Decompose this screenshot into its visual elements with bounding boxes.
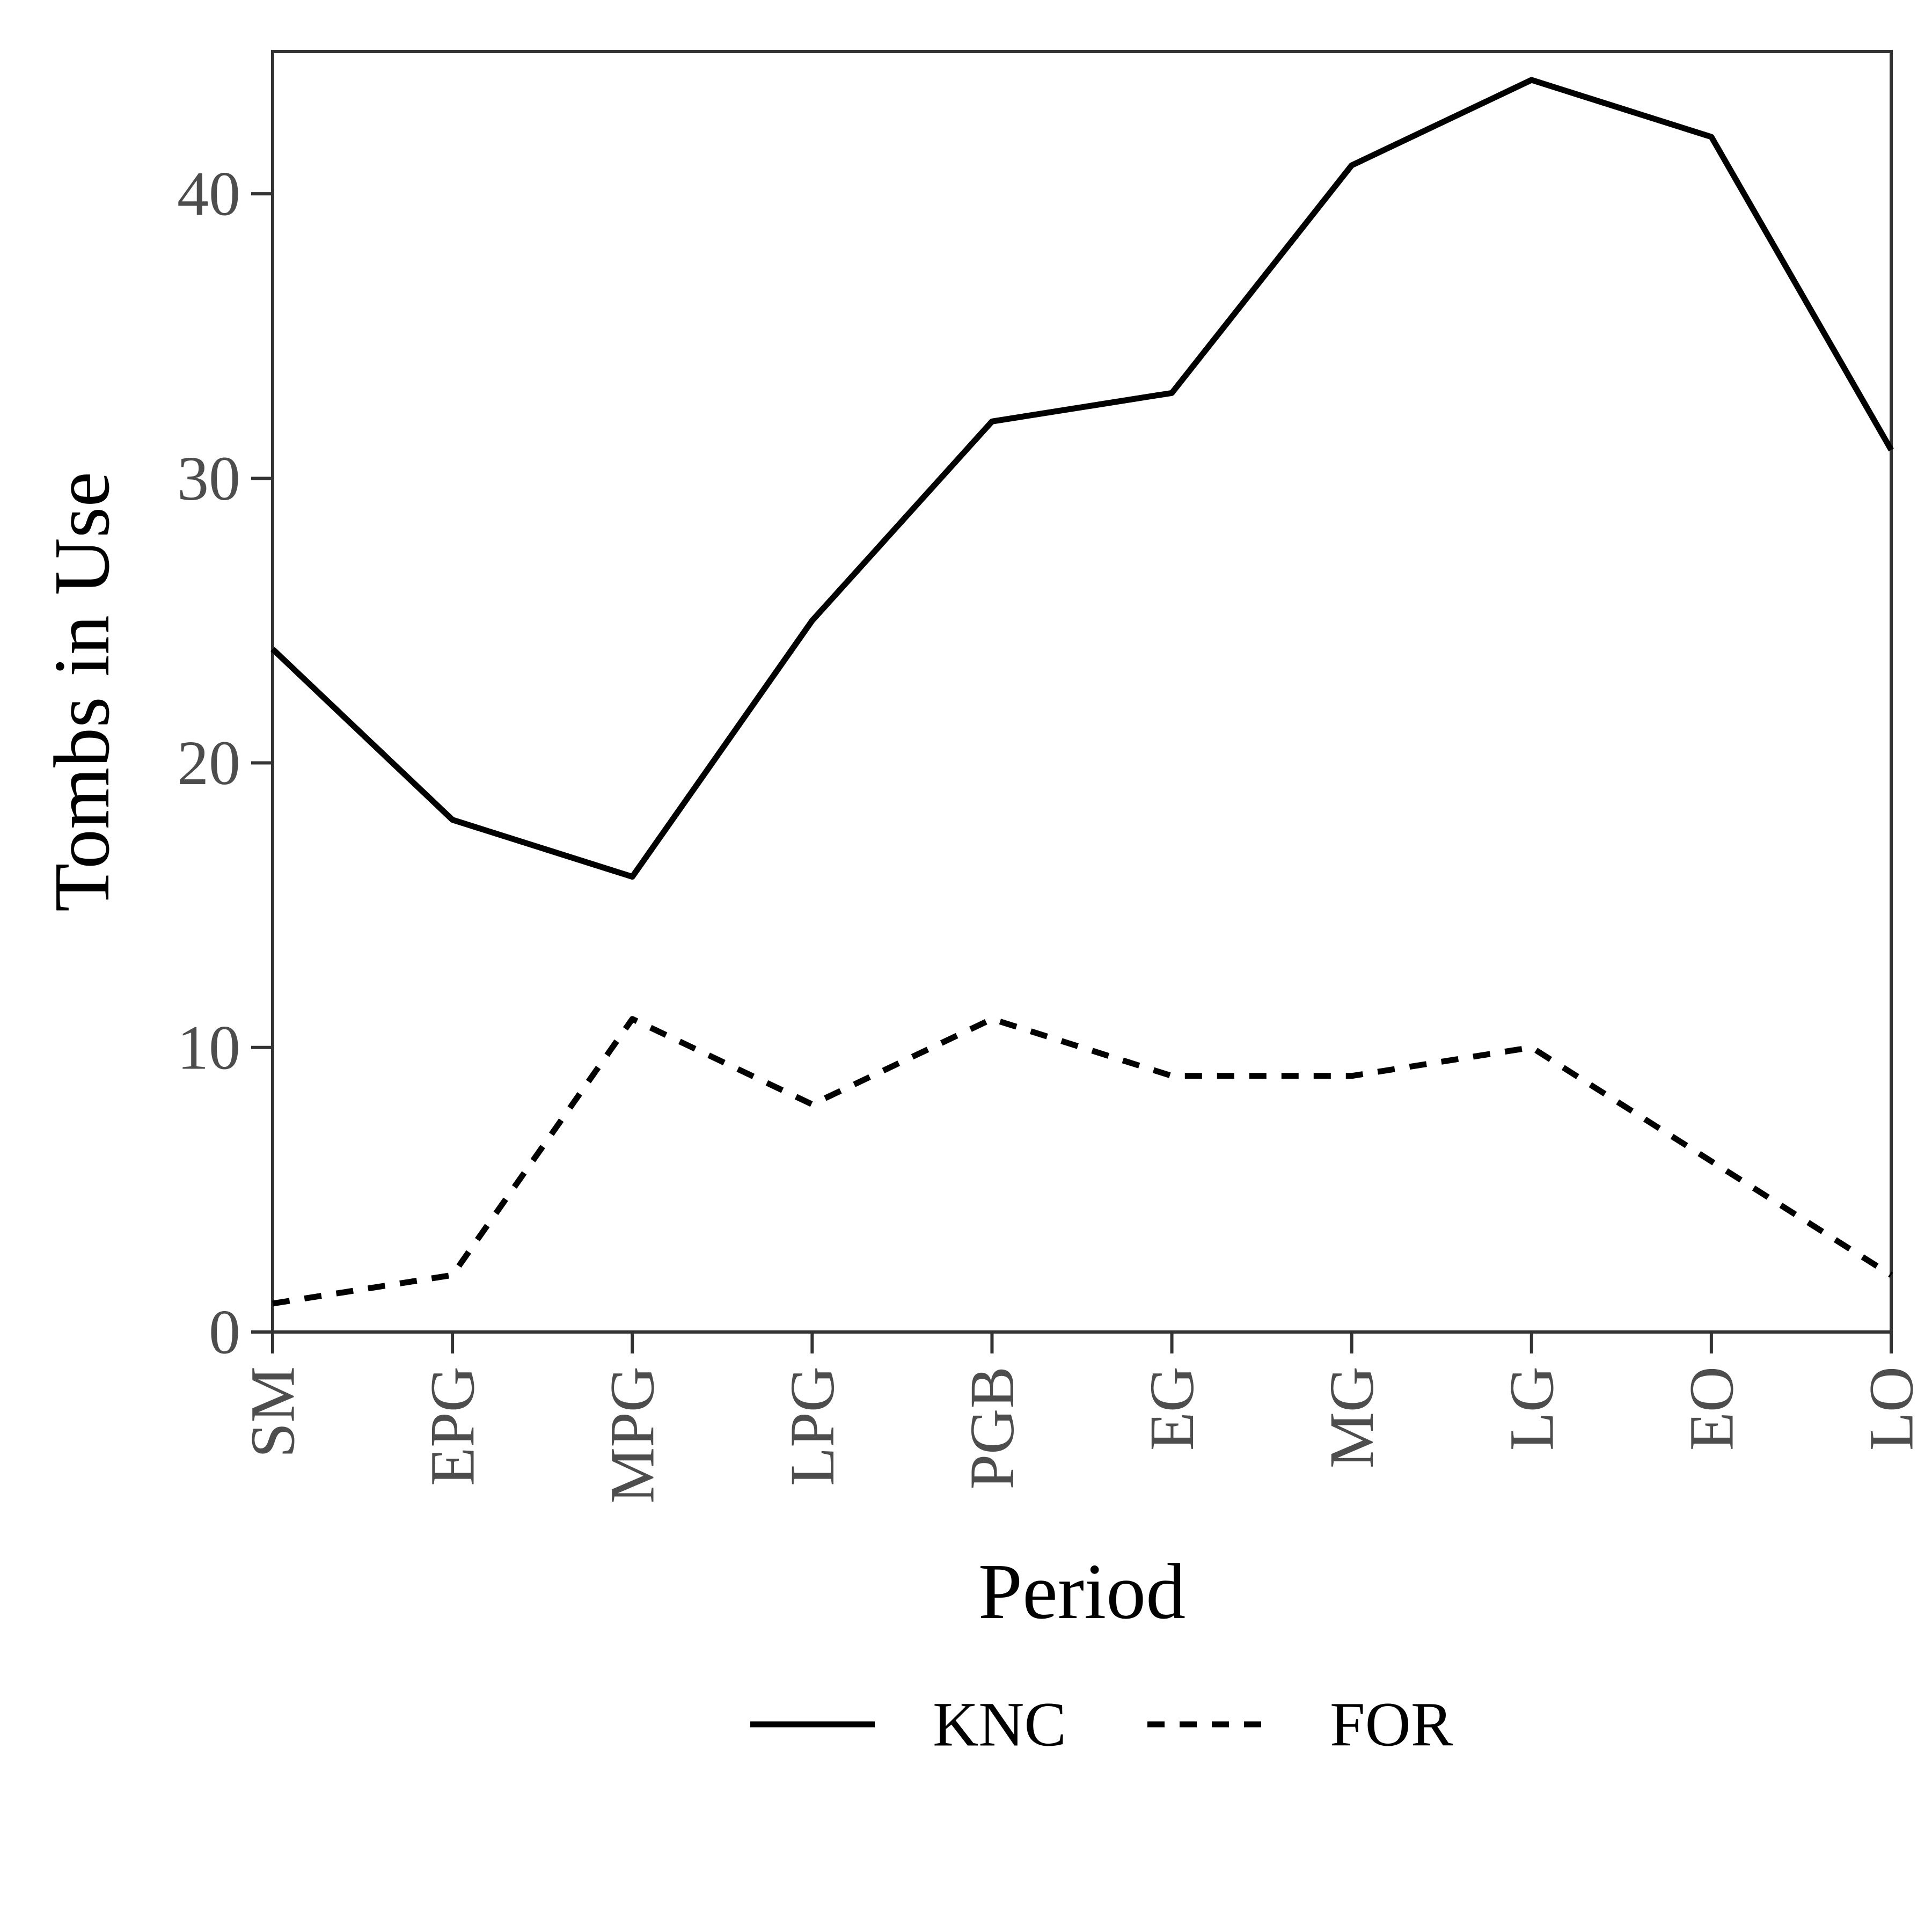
y-axis-title: Tombs in Use — [38, 472, 126, 912]
y-tick-label: 30 — [177, 443, 240, 514]
x-tick-label-eg: EG — [1137, 1366, 1207, 1451]
legend: KNC FOR — [750, 1689, 1453, 1760]
x-tick-label-pgb: PGB — [957, 1366, 1027, 1490]
series-layer — [270, 77, 1894, 1307]
legend-label-for: FOR — [1330, 1689, 1453, 1760]
y-tick-label: 40 — [177, 159, 240, 229]
y-tick-label: 20 — [177, 728, 240, 798]
x-tick-label-mpg: MPG — [597, 1366, 668, 1504]
legend-label-knc: KNC — [933, 1689, 1066, 1760]
y-tick-label: 0 — [209, 1297, 240, 1367]
y-axis: 0 10 20 30 40 — [177, 159, 273, 1367]
x-tick-label-mg: MG — [1316, 1366, 1387, 1468]
x-tick-label-eo: EO — [1676, 1366, 1746, 1451]
x-tick-label-epg: EPG — [418, 1366, 488, 1486]
x-axis-title: Period — [978, 1548, 1185, 1636]
legend-item-knc: KNC — [750, 1689, 1066, 1760]
x-axis: SM EPG MPG LPG PGB EG MG LG EO LO — [238, 1332, 1927, 1504]
data-point-for-epg — [452, 1275, 453, 1276]
data-point-for-pgb — [991, 1019, 992, 1020]
y-tick-label: 10 — [177, 1012, 240, 1082]
series-line-for — [272, 1016, 1893, 1307]
data-point-for-eg — [1172, 1075, 1173, 1077]
plot-border — [271, 50, 1893, 1334]
x-tick-label-lpg: LPG — [777, 1366, 847, 1486]
x-tick-label-lo: LO — [1856, 1366, 1927, 1451]
data-point-for-lg — [1531, 1047, 1532, 1048]
x-tick-label-lg: LG — [1496, 1366, 1567, 1451]
data-point-for-lpg — [811, 1104, 813, 1105]
x-tick-label-sm: SM — [238, 1366, 308, 1458]
legend-item-for: FOR — [1147, 1689, 1453, 1760]
series-line-knc — [270, 77, 1894, 880]
